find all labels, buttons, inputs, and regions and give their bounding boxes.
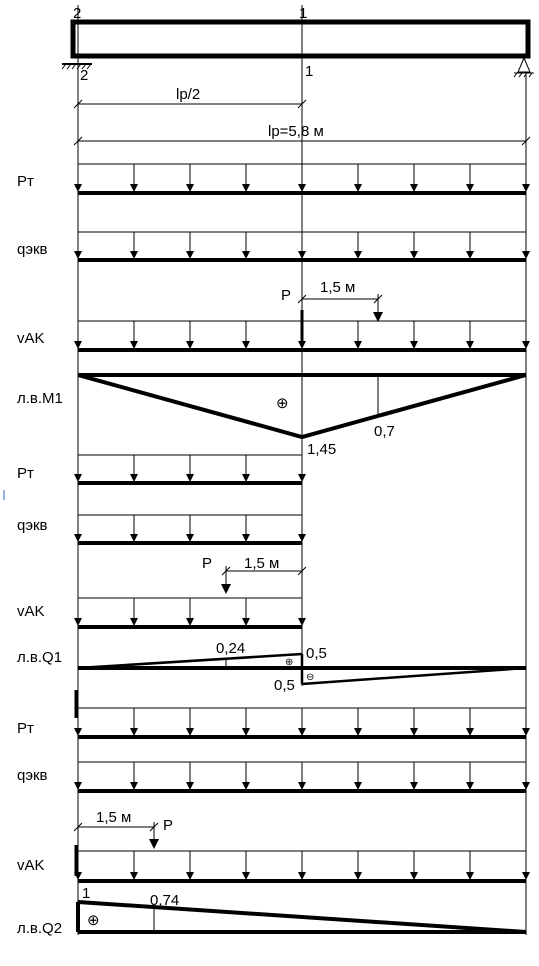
section-1-top: 1 (299, 5, 307, 22)
beam: 2 1 2 1 (70, 5, 531, 84)
dimension-span: lp=5,8 м (73, 123, 531, 146)
m1-plus-sign: ⊕ (276, 395, 289, 412)
pt-label-3: Pт (17, 720, 34, 737)
load-diagrams (74, 163, 530, 883)
section-2-top: 2 (73, 5, 81, 22)
qekv-load-strip-2 (74, 514, 306, 545)
pt-load-strip-3 (74, 707, 530, 739)
q1-p-value: 0,24 (216, 640, 245, 657)
dimension-half-span: lp/2 (73, 86, 307, 109)
vak-label-3: vAK (17, 857, 45, 874)
p-offset-1: 1,5 м (320, 279, 355, 296)
q2-p-value: 0,74 (150, 892, 179, 909)
influence-line-m1: л.в.M1 ⊕ 1,45 0,7 (17, 373, 527, 458)
section-1-bottom: 1 (305, 63, 313, 80)
vak-load-strip-3 (74, 850, 530, 883)
span-label: lp=5,8 м (268, 123, 324, 140)
p-force-1: P 1,5 м (281, 279, 383, 322)
q1-label: л.в.Q1 (17, 649, 62, 666)
m1-p-value: 0,7 (374, 423, 395, 440)
vak-label-1: vAK (17, 330, 45, 347)
fixed-support-icon (61, 63, 92, 70)
p-offset-2: 1,5 м (244, 555, 279, 572)
pt-load-strip-2 (74, 454, 306, 485)
pt-label-2: Pт (17, 465, 34, 482)
vak-label-2: vAK (17, 603, 45, 620)
half-span-label: lp/2 (176, 86, 200, 103)
q2-left-value: 1 (82, 885, 90, 902)
load-labels: Pт qэкв vAK Pт qэкв vAK Pт qэкв vAK (17, 173, 48, 874)
influence-line-q1: л.в.Q1 0,24 0,5 0,5 ⊕ ⊖ (17, 640, 527, 694)
influence-line-q2: л.в.Q2 1 0,74 ⊕ (17, 885, 527, 937)
section-2-bottom: 2 (80, 67, 88, 84)
q2-plus-sign: ⊕ (87, 912, 100, 929)
vak-load-strip-1 (74, 320, 530, 352)
p-force-2: P 1,5 м (202, 555, 307, 594)
q1-minus-sign: ⊖ (306, 672, 314, 683)
p-force-3: 1,5 м P (73, 809, 173, 849)
pinned-support-icon (513, 56, 534, 78)
qekv-label-2: qэкв (17, 517, 48, 534)
q1-top-value: 0,5 (306, 645, 327, 662)
q2-label: л.в.Q2 (17, 920, 62, 937)
qekv-label-3: qэкв (17, 767, 48, 784)
qekv-load-strip-1 (74, 231, 530, 262)
qekv-load-strip-3 (74, 761, 530, 793)
pt-load-strip-1 (74, 163, 530, 195)
p-offset-3: 1,5 м (96, 809, 131, 826)
p-label-1: P (281, 287, 291, 304)
qekv-label-1: qэкв (17, 241, 48, 258)
p-label-3: P (163, 817, 173, 834)
m1-max-value: 1,45 (307, 441, 336, 458)
q1-bottom-value: 0,5 (274, 677, 295, 694)
p-label-2: P (202, 555, 212, 572)
q1-plus-sign: ⊕ (285, 657, 293, 668)
vak-load-strip-2 (74, 597, 306, 629)
pt-label-1: Pт (17, 173, 34, 190)
m1-label: л.в.M1 (17, 390, 63, 407)
